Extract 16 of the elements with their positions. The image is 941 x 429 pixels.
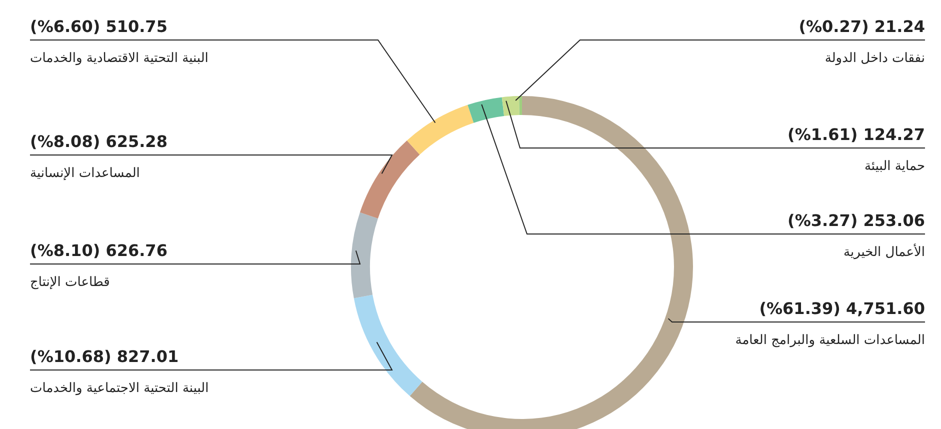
- data-label: (%61.39) 4,751.60: [759, 299, 925, 318]
- slice-label: البينة التحتية الاجتماعية والخدمات: [30, 381, 209, 396]
- slice-label: حماية البيئة: [864, 159, 925, 174]
- slice-label: نفقات داخل الدولة: [824, 51, 925, 66]
- data-label: (%8.10) 626.76: [30, 241, 168, 260]
- slice-label: الأعمال الخيرية: [844, 243, 925, 260]
- data-label: (%10.68) 827.01: [30, 347, 179, 366]
- data-label: (%1.61) 124.27: [788, 125, 925, 144]
- data-label: (%8.08) 625.28: [30, 132, 168, 151]
- data-label: (%0.27) 21.24: [798, 17, 925, 36]
- slice-label: المساعدات السلعية والبرامج العامة: [735, 333, 925, 348]
- data-label: (%6.60) 510.75: [30, 17, 168, 36]
- data-label: (%3.27) 253.06: [788, 211, 925, 230]
- slice-label: المساعدات الإنسانية: [30, 166, 140, 181]
- slice-label: البنية التحتية الاقتصادية والخدمات: [30, 51, 208, 66]
- slice-label: قطاعات الإنتاج: [30, 275, 110, 290]
